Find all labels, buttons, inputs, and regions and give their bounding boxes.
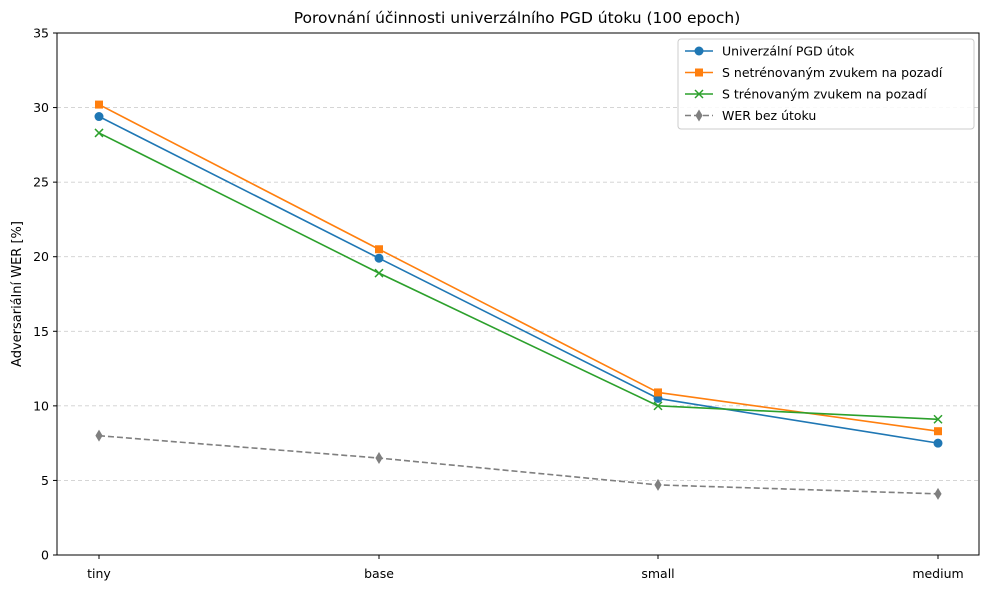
- legend-item: S netrénovaným zvukem na pozadí: [685, 65, 943, 80]
- series-line: [98, 434, 939, 495]
- y-tick-label: 15: [33, 324, 49, 339]
- data-point: [375, 452, 383, 465]
- legend-marker: [694, 89, 704, 99]
- chart-title: Porovnání účinnosti univerzálního PGD út…: [294, 9, 741, 27]
- x-tick-label: small: [641, 566, 674, 581]
- legend-item: S trénovaným zvukem na pozadí: [685, 87, 927, 102]
- data-point: [934, 427, 942, 436]
- legend-marker: [694, 46, 704, 56]
- series-line: [98, 115, 939, 444]
- x-axis: tiny base small medium: [87, 555, 964, 581]
- x-tick-label: medium: [912, 566, 963, 581]
- series-3: [94, 128, 943, 424]
- legend-label: WER bez útoku: [722, 108, 816, 123]
- y-tick-label: 0: [41, 548, 49, 563]
- legend: Univerzální PGD útok S netrénovaným zvuke…: [677, 38, 975, 130]
- y-tick-label: 30: [33, 100, 49, 115]
- data-point: [95, 100, 103, 109]
- legend-label: S trénovaným zvukem na pozadí: [722, 87, 927, 102]
- y-tick-label: 5: [41, 473, 49, 488]
- legend-label: S netrénovaným zvukem na pozadí: [722, 65, 943, 80]
- legend-label: Univerzální PGD útok: [722, 44, 855, 59]
- y-tick-label: 25: [33, 175, 49, 190]
- x-tick-label: base: [364, 566, 394, 581]
- series-2: [95, 100, 942, 436]
- data-point: [653, 401, 663, 411]
- series-1: [94, 112, 943, 448]
- legend-marker: [695, 109, 703, 122]
- data-point: [95, 429, 103, 442]
- data-point: [375, 245, 383, 254]
- data-point: [374, 268, 384, 278]
- y-tick-label: 10: [33, 398, 49, 413]
- legend-item: WER bez útoku: [685, 108, 816, 123]
- data-point: [934, 487, 942, 500]
- data-point: [933, 414, 943, 424]
- y-axis: 0 5 10 15 20 25 30 35: [33, 26, 57, 563]
- legend-box: [677, 38, 975, 130]
- x-tick-label: tiny: [87, 566, 111, 581]
- data-point: [654, 388, 662, 397]
- plot-frame: [56, 32, 980, 556]
- data-point: [374, 253, 384, 263]
- series-line: [98, 103, 939, 433]
- legend-item: Univerzální PGD útok: [685, 44, 855, 59]
- data-point: [933, 438, 943, 448]
- data-point: [94, 112, 104, 122]
- y-tick-label: 35: [33, 26, 49, 41]
- series-4: [95, 429, 942, 500]
- series-layer: [94, 100, 943, 500]
- data-point: [94, 128, 104, 138]
- series-line: [98, 132, 939, 421]
- y-tick-label: 20: [33, 249, 49, 264]
- data-point: [654, 478, 662, 491]
- y-axis-label: Adversariální WER [%]: [10, 221, 25, 367]
- legend-marker: [695, 68, 703, 77]
